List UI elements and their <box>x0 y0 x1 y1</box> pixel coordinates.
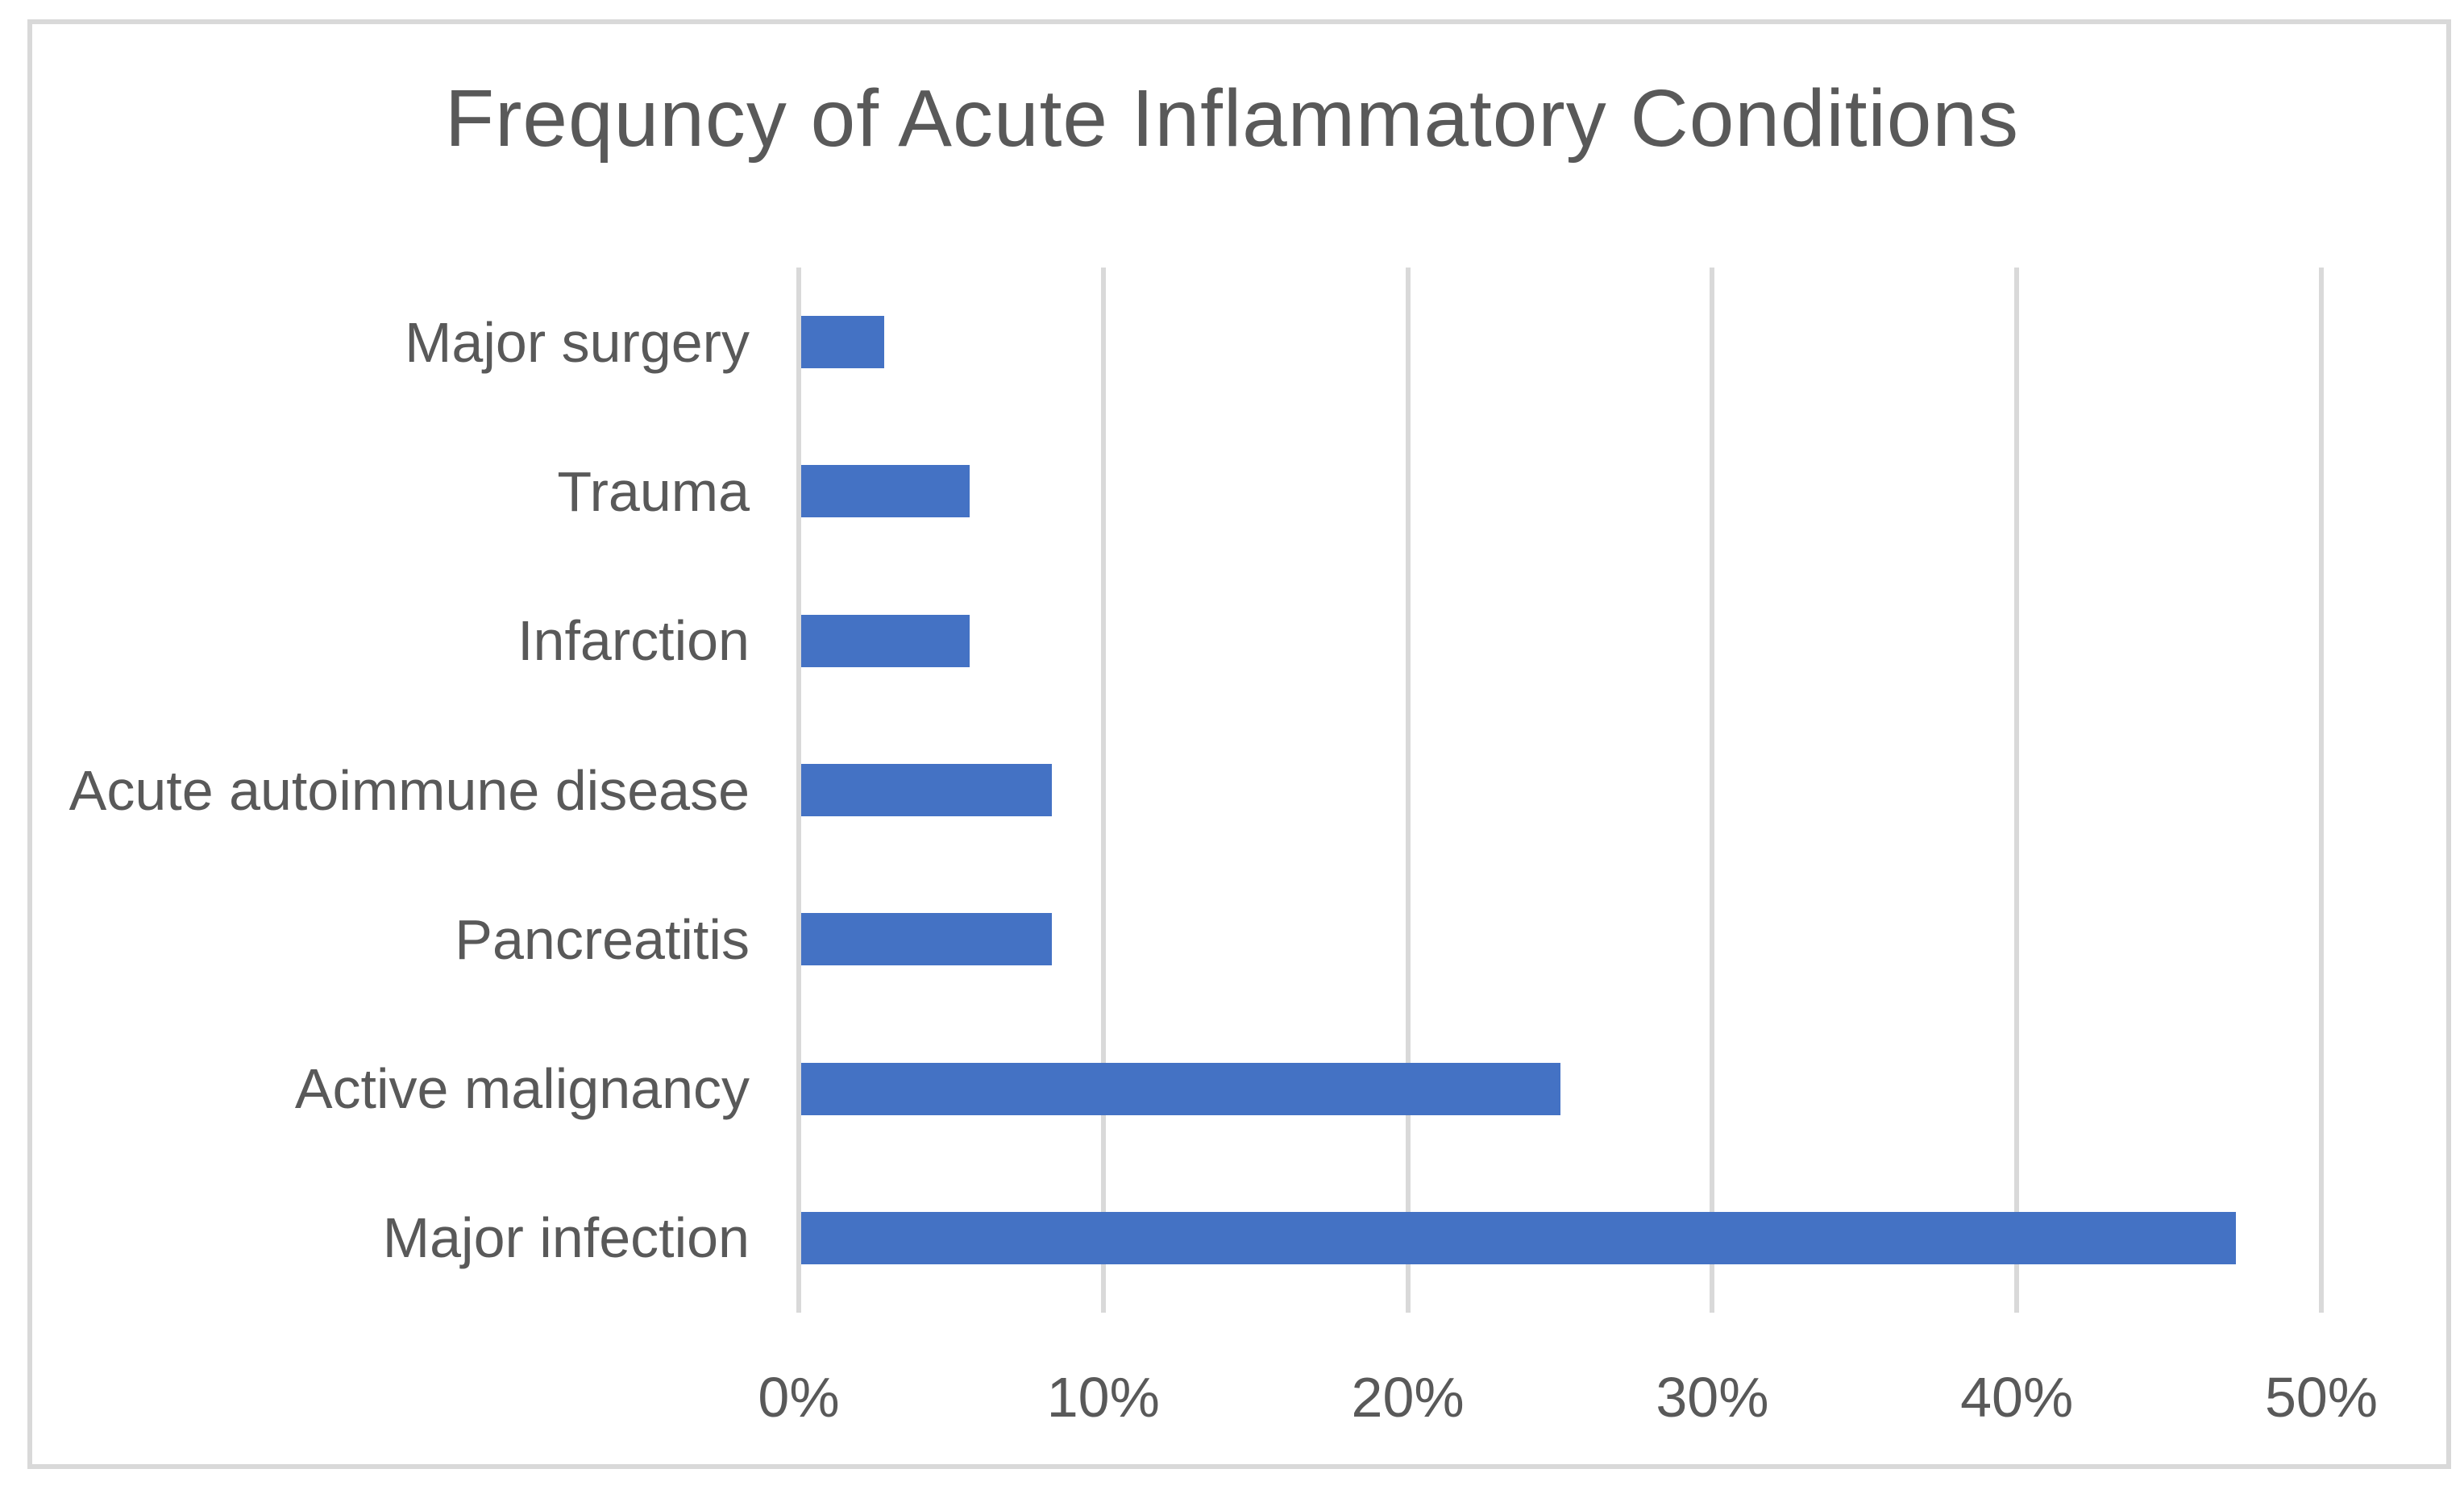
category-label: Active malignancy <box>294 1057 750 1121</box>
x-tick-label: 50% <box>2264 1366 2379 1429</box>
category-label: Major surgery <box>405 310 750 374</box>
category-label: Infarction <box>517 609 750 673</box>
bar <box>801 913 1052 966</box>
bar <box>801 614 970 667</box>
bar <box>801 1211 2236 1264</box>
category-label: Major infection <box>382 1206 750 1270</box>
x-tick-label: 10% <box>1046 1366 1160 1429</box>
gridline <box>2319 268 2324 1313</box>
gridline <box>796 268 801 1313</box>
x-tick-label: 30% <box>1656 1366 1769 1429</box>
gridline <box>2014 268 2020 1313</box>
gridline <box>1405 268 1411 1313</box>
bar <box>801 465 970 518</box>
category-label: Acute autoimmune disease <box>69 758 750 822</box>
x-tick-label: 40% <box>1960 1366 2074 1429</box>
x-tick-label: 0% <box>758 1366 840 1429</box>
bar <box>801 764 1052 816</box>
category-label: Trauma <box>557 459 750 523</box>
gridline <box>1710 268 1715 1313</box>
bar <box>801 1062 1560 1115</box>
category-label: Pancreatitis <box>455 907 750 971</box>
bar <box>801 316 884 369</box>
gridline <box>1100 268 1106 1313</box>
x-tick-label: 20% <box>1351 1366 1465 1429</box>
chart-title: Frequncy of Acute Inflammatory Condition… <box>444 73 2019 164</box>
